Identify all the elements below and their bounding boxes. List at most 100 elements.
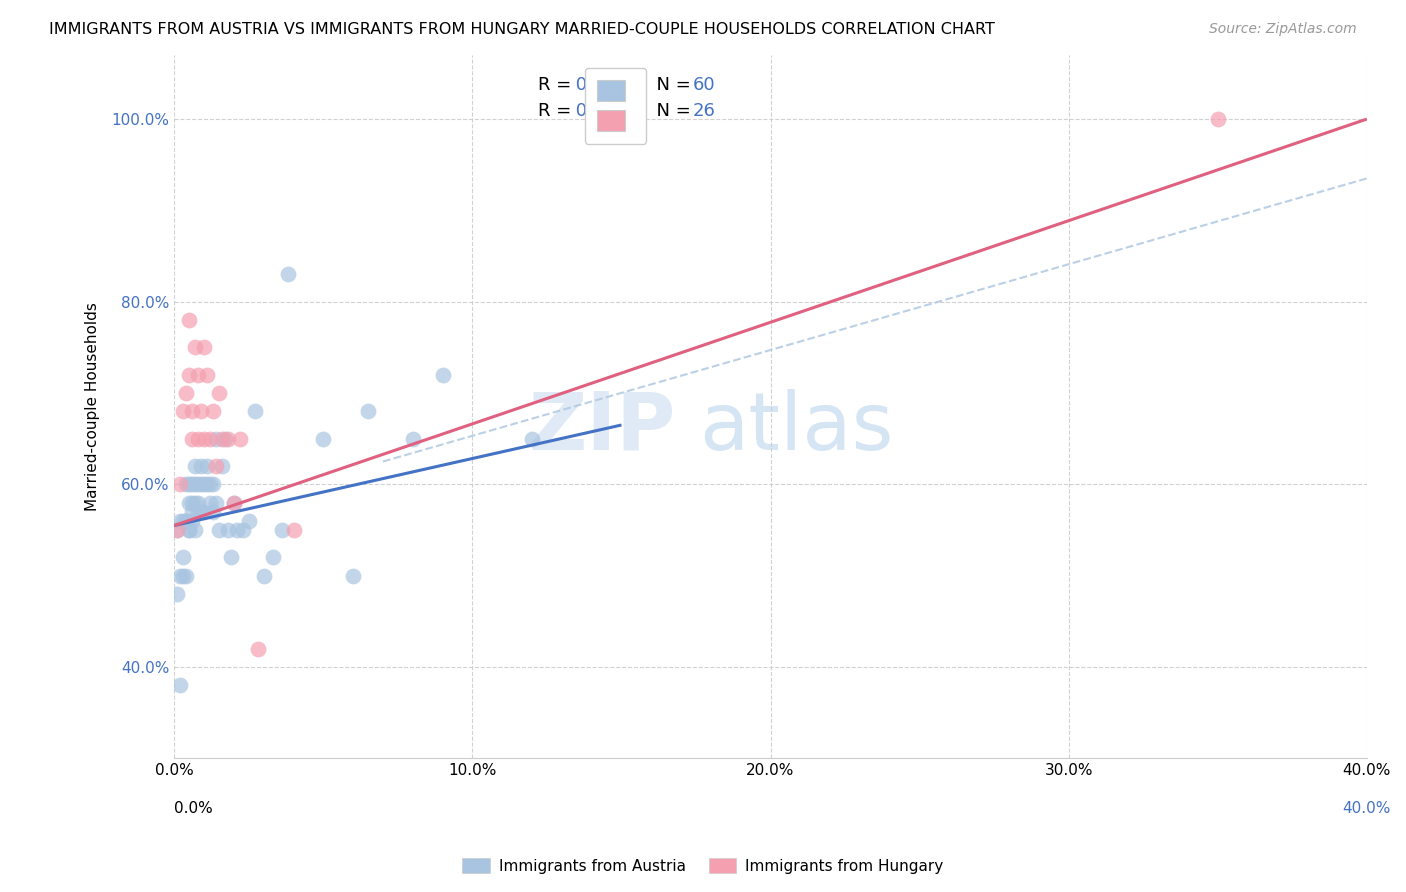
Text: 26: 26: [693, 103, 716, 120]
Point: [181, 495, 204, 509]
Point: [184, 495, 207, 509]
Point: [172, 404, 194, 418]
Point: [172, 568, 194, 582]
Point: [277, 268, 299, 282]
Point: [179, 523, 201, 537]
Point: [169, 568, 191, 582]
Point: [214, 432, 236, 446]
Point: [174, 477, 197, 491]
Point: [211, 432, 233, 446]
Point: [195, 368, 218, 382]
Point: [181, 505, 204, 519]
Point: [187, 432, 209, 446]
Text: 40.0%: 40.0%: [1343, 800, 1391, 815]
Point: [187, 477, 209, 491]
Y-axis label: Married-couple Households: Married-couple Households: [86, 302, 100, 511]
Point: [195, 459, 218, 474]
Point: [205, 495, 228, 509]
Point: [357, 404, 380, 418]
Point: [283, 523, 305, 537]
Point: [238, 514, 260, 528]
Point: [190, 505, 212, 519]
Point: [205, 459, 228, 474]
Point: [1206, 112, 1229, 126]
Text: 0.174: 0.174: [571, 76, 627, 94]
Point: [190, 459, 212, 474]
Point: [179, 368, 201, 382]
Point: [262, 550, 284, 565]
Point: [432, 368, 454, 382]
Point: [184, 459, 207, 474]
Text: R =: R =: [538, 103, 576, 120]
Point: [187, 368, 209, 382]
Point: [190, 404, 212, 418]
Text: N =: N =: [645, 103, 697, 120]
Point: [174, 386, 197, 401]
Point: [184, 477, 207, 491]
Point: [174, 514, 197, 528]
Point: [229, 432, 252, 446]
Point: [166, 523, 188, 537]
Text: ZIP: ZIP: [527, 389, 675, 467]
Point: [198, 495, 221, 509]
Point: [166, 523, 188, 537]
Point: [187, 505, 209, 519]
Point: [342, 568, 364, 582]
Point: [246, 641, 269, 656]
Text: atlas: atlas: [699, 389, 893, 467]
Point: [179, 313, 201, 327]
Point: [193, 340, 215, 354]
Text: IMMIGRANTS FROM AUSTRIA VS IMMIGRANTS FROM HUNGARY MARRIED-COUPLE HOUSEHOLDS COR: IMMIGRANTS FROM AUSTRIA VS IMMIGRANTS FR…: [49, 22, 995, 37]
Point: [193, 432, 215, 446]
Point: [202, 404, 225, 418]
Point: [181, 514, 204, 528]
Text: 60: 60: [693, 76, 716, 94]
Point: [202, 477, 225, 491]
Legend: Immigrants from Austria, Immigrants from Hungary: Immigrants from Austria, Immigrants from…: [456, 852, 950, 880]
Point: [208, 386, 231, 401]
Point: [205, 432, 228, 446]
Point: [222, 495, 245, 509]
Point: [172, 514, 194, 528]
Point: [211, 459, 233, 474]
Text: R =: R =: [538, 76, 576, 94]
Point: [193, 477, 215, 491]
Point: [198, 432, 221, 446]
Point: [520, 432, 543, 446]
Point: [174, 568, 197, 582]
Point: [219, 550, 242, 565]
Point: [232, 523, 254, 537]
Point: [179, 477, 201, 491]
Point: [217, 432, 239, 446]
Point: [217, 523, 239, 537]
Point: [184, 340, 207, 354]
Point: [172, 550, 194, 565]
Point: [253, 568, 276, 582]
Point: [222, 495, 245, 509]
Point: [169, 514, 191, 528]
Point: [402, 432, 425, 446]
Point: [202, 505, 225, 519]
Point: [181, 477, 204, 491]
Point: [225, 523, 247, 537]
Text: 0.646: 0.646: [571, 103, 627, 120]
Point: [270, 523, 292, 537]
Text: 0.0%: 0.0%: [174, 800, 214, 815]
Point: [166, 587, 188, 601]
Point: [181, 432, 204, 446]
Point: [243, 404, 266, 418]
Point: [190, 477, 212, 491]
Point: [208, 523, 231, 537]
Point: [184, 523, 207, 537]
Legend: , : ,: [585, 68, 647, 144]
Point: [198, 477, 221, 491]
Point: [193, 505, 215, 519]
Point: [195, 477, 218, 491]
Point: [174, 514, 197, 528]
Point: [181, 404, 204, 418]
Point: [179, 523, 201, 537]
Point: [169, 477, 191, 491]
Point: [312, 432, 335, 446]
Text: Source: ZipAtlas.com: Source: ZipAtlas.com: [1209, 22, 1357, 37]
Point: [187, 495, 209, 509]
